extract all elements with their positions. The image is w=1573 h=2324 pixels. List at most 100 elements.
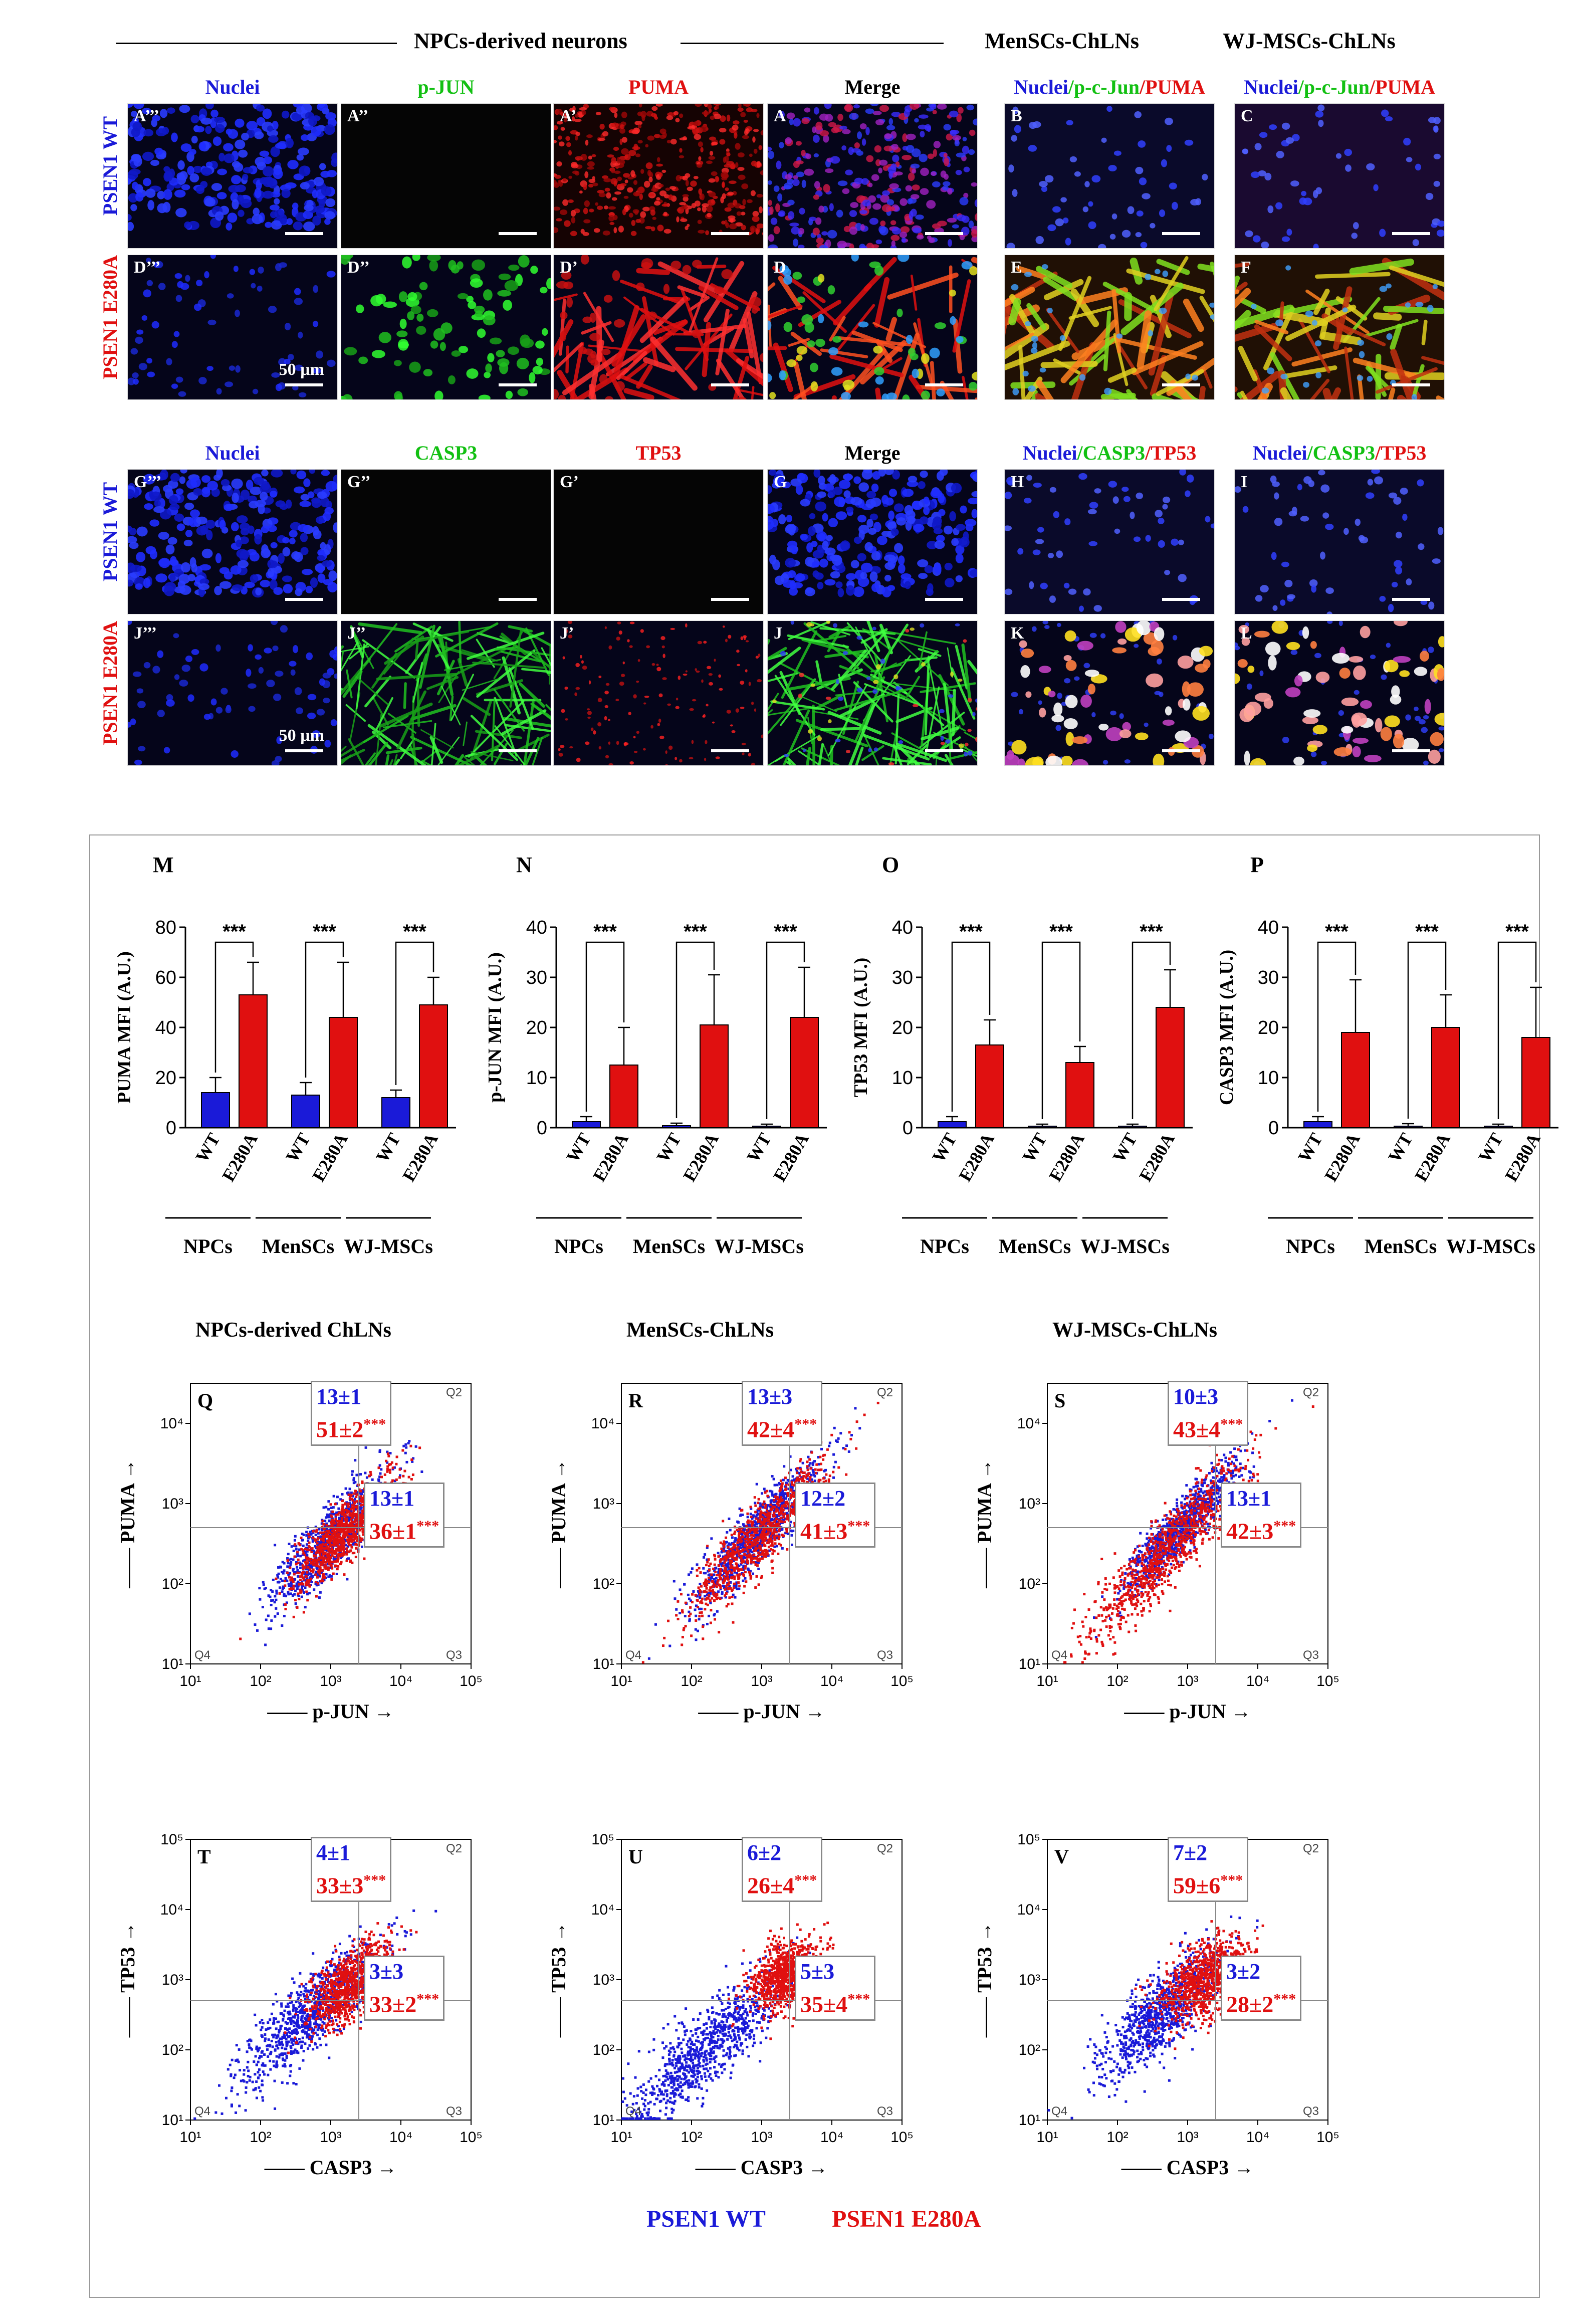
scatter-point [790,1468,793,1471]
scatter-point [1141,1585,1144,1588]
micrograph-panel: A [767,103,978,249]
scatter-point [1212,1508,1215,1511]
scatter-point [1209,1489,1212,1492]
scatter-point [353,1525,356,1528]
scatter-point [722,1547,725,1550]
x-tick-label: E280A [308,1130,352,1185]
scatter-point [327,1525,330,1528]
significance-stars: *** [403,921,426,943]
scatter-point [752,1516,755,1519]
scatter-point [339,1547,342,1550]
scatter-point [712,1580,715,1583]
scatter-point [757,1502,760,1505]
scatter-point [343,1551,346,1554]
y-axis-label: p-JUN MFI (A.U.) [485,952,506,1103]
scatter-point [744,1577,747,1580]
scatter-point [326,1514,329,1517]
scatter-point [295,1548,298,1551]
scatter-point [327,1544,330,1547]
scatter-point [718,1575,721,1578]
scatter-point [751,1517,754,1520]
scatter-point [320,1582,323,1585]
scatter-point [297,1572,300,1575]
scatter-point [344,1540,347,1543]
row-label: PSEN1 E280A [99,621,121,745]
scatter-point [681,1611,684,1614]
scatter-point [305,1581,308,1584]
scatter-point [360,1498,363,1501]
scatter-point [759,1514,762,1517]
scatter-point [777,1529,780,1532]
scatter-point [346,1578,349,1581]
column-label: TP53 [635,442,682,464]
scatter-point [725,1577,728,1580]
scatter-point [751,1556,754,1559]
scatter-point [1182,1544,1185,1547]
scatter-point [763,1550,766,1553]
scatter-point [749,1506,752,1509]
scatter-point [747,1524,750,1527]
scatter-point [737,1569,740,1572]
scatter-point [248,1612,251,1615]
scatter-point [349,1527,352,1530]
scatter-point [673,1597,677,1600]
scatter-point [763,1512,766,1515]
scatter-point [801,1480,804,1483]
scatter-point [318,1560,321,1563]
scatter-point [725,1571,728,1574]
scatter-point [1187,1522,1190,1525]
scatter-point [311,1530,314,1533]
scatter-point [347,1510,350,1513]
scatter-point [302,1533,305,1536]
scatter-point [281,1579,284,1582]
scatter-point [806,1460,809,1463]
scatter-point [287,1582,290,1585]
scatter-point [351,1473,354,1476]
scatter-point [732,1566,735,1569]
scatter-point [333,1520,336,1523]
scatter-point [849,1437,852,1440]
scatter-point [739,1552,742,1555]
scatter-point [354,1556,357,1559]
scatter-point [776,1496,779,1499]
bar [700,1024,729,1128]
micrograph-panel: A’ [553,103,764,249]
scatter-point [715,1596,718,1599]
scatter-point [339,1563,342,1566]
scatter-point [1186,1532,1189,1535]
scatter-point [356,1493,359,1496]
scatter-point [1165,1518,1168,1521]
significance-bracket [214,941,254,1073]
scatter-point [698,1592,701,1595]
column-label: Nuclei [205,76,260,98]
scatter-point [732,1543,735,1546]
scatter-point [752,1537,755,1540]
scatter-point [1203,1490,1206,1493]
scatter-point [730,1571,733,1574]
scatter-point [798,1474,801,1477]
scatter-point [310,1562,313,1565]
scatter-point [762,1521,765,1524]
scatter-point [340,1541,343,1544]
scale-bar [285,749,323,752]
scatter-point [303,1573,306,1576]
scatter-point [1240,1474,1243,1477]
micrograph-panel: E [1004,255,1215,400]
scatter-point [752,1572,755,1575]
scatter-point [319,1566,322,1569]
scatter-point [1134,1569,1137,1572]
scatter-point [811,1463,814,1466]
scatter-point [360,1507,363,1510]
scatter-point [783,1505,786,1508]
scatter-point [696,1574,699,1577]
scatter-point [806,1477,809,1480]
scatter-point [352,1521,355,1524]
scatter-point [343,1542,346,1545]
scatter-point [720,1558,723,1561]
e280a-value: 42±4 [747,1416,795,1442]
scatter-point [788,1471,791,1474]
y-tick-label: 20 [1258,1017,1279,1038]
scatter-point [759,1502,762,1505]
scatter-point [1212,1498,1215,1501]
scatter-point [1193,1546,1196,1549]
